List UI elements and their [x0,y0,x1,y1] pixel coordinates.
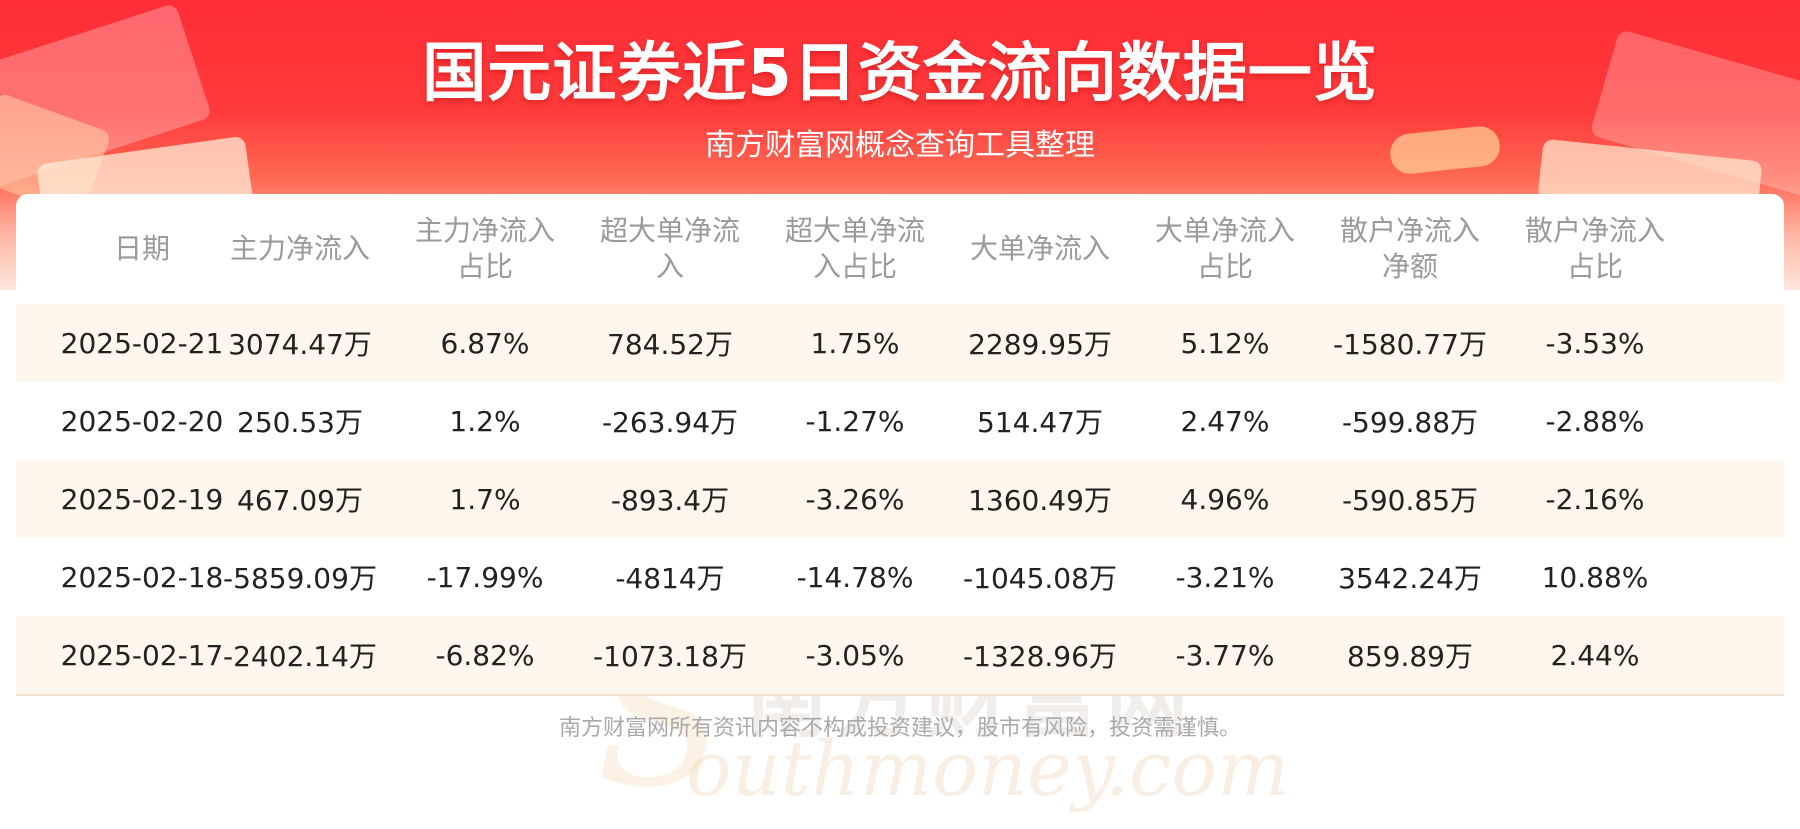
table-cell: -6.82% [435,638,535,672]
table-cell: -14.78% [796,560,914,594]
table-row: 2025-02-20 250.53万 1.2% -263.94万 -1.27% … [16,382,1784,460]
table-cell: -4814万 [615,562,725,595]
table-cell: -3.53% [1545,326,1645,360]
table-cell: -1073.18万 [593,640,747,673]
table-cell: -590.85万 [1341,484,1479,517]
table-cell: 859.89万 [1347,640,1473,673]
table-cell: 784.52万 [607,328,733,361]
table-cell: 6.87% [440,326,530,360]
table-cell: -2402.14万 [223,640,377,673]
column-header: 大单净流入 占比 [1154,214,1295,283]
table-cell: 2.47% [1180,404,1270,438]
column-header: 日期 [113,232,170,265]
table-cell: -1045.08万 [963,562,1117,595]
table-cell: 250.53万 [237,406,363,439]
table-cell: 467.09万 [237,484,363,517]
table-cell: 5.12% [1180,326,1270,360]
column-header: 大单净流入 [969,232,1110,265]
table-cell: -17.99% [426,560,544,594]
table-cell: -3.21% [1175,560,1275,594]
table-cell: 3074.47万 [228,328,372,361]
table-cell: -1328.96万 [963,640,1117,673]
column-header: 散户净流入 占比 [1524,214,1665,283]
table-cell: 2.44% [1550,638,1640,672]
table-cell: 2025-02-18 [60,560,224,594]
table-header-row: 日期 主力净流入 主力净流入 占比 超大单净流入 超大单净流 入占比 大单净流入 大… [16,194,1784,304]
table-cell: 1.75% [810,326,900,360]
table-bottom-divider [16,694,1784,696]
table-cell: -893.4万 [610,484,730,517]
table-cell: 2025-02-19 [60,482,224,516]
footer-disclaimer: 南方财富网所有资讯内容不构成投资建议，股市有风险，投资需谨慎。 [558,716,1241,741]
page-subtitle: 南方财富网概念查询工具整理 [705,128,1095,163]
table-cell: 10.88% [1541,560,1649,594]
table-row: 2025-02-18 -5859.09万 -17.99% -4814万 -14.… [16,538,1784,616]
column-header: 主力净流入 占比 [414,214,555,283]
table-cell: -3.26% [805,482,905,516]
table-cell: 1360.49万 [968,484,1112,517]
table-cell: 4.96% [1180,482,1270,516]
data-table: 日期 主力净流入 主力净流入 占比 超大单净流入 超大单净流 入占比 大单净流入 大… [16,194,1784,814]
table-cell: -5859.09万 [223,562,377,595]
column-header: 超大单净流 入占比 [784,214,925,283]
table-cell: 1.2% [449,404,521,438]
table-row: 2025-02-21 3074.47万 6.87% 784.52万 1.75% … [16,304,1784,382]
column-header: 散户净流入 净额 [1339,214,1480,283]
table-cell: -3.77% [1175,638,1275,672]
table-cell: 1.7% [449,482,521,516]
table-cell: -1580.77万 [1333,328,1487,361]
column-header: 主力净流入 [229,232,370,265]
table-cell: -2.16% [1545,482,1645,516]
table-cell: 2025-02-17 [60,638,224,672]
table-cell: 3542.24万 [1338,562,1482,595]
table-cell: 514.47万 [977,406,1103,439]
table-row: 2025-02-19 467.09万 1.7% -893.4万 -3.26% 1… [16,460,1784,538]
table-row: 2025-02-17 -2402.14万 -6.82% -1073.18万 -3… [16,616,1784,694]
page-title: 国元证券近5日资金流向数据一览 [422,37,1378,111]
table-cell: -1.27% [805,404,905,438]
column-header: 超大单净流入 [599,214,740,283]
table-cell: 2289.95万 [968,328,1112,361]
table-cell: 2025-02-21 [60,326,224,360]
table-cell: 2025-02-20 [60,404,224,438]
table-cell: -2.88% [1545,404,1645,438]
table-cell: -263.94万 [601,406,739,439]
table-cell: -599.88万 [1341,406,1479,439]
table-cell: -3.05% [805,638,905,672]
